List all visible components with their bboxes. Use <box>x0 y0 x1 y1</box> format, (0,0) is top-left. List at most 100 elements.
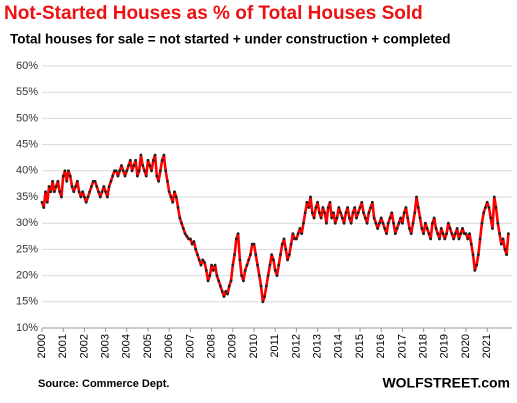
y-tick-label: 50% <box>16 112 38 124</box>
marker <box>491 227 494 230</box>
marker <box>372 216 376 220</box>
marker <box>328 200 332 204</box>
marker <box>208 274 212 277</box>
marker <box>190 242 194 246</box>
marker <box>484 206 487 209</box>
marker <box>340 216 344 220</box>
marker <box>203 261 206 264</box>
marker <box>356 211 360 215</box>
marker <box>284 248 288 251</box>
source: Source: Commerce Dept. <box>38 378 169 390</box>
marker <box>134 158 138 162</box>
marker <box>65 179 69 183</box>
marker <box>455 227 459 230</box>
marker <box>61 174 65 178</box>
marker <box>178 216 182 220</box>
marker <box>111 174 115 178</box>
marker <box>443 237 447 241</box>
marker <box>226 292 229 296</box>
marker <box>393 232 397 236</box>
marker <box>166 179 169 183</box>
marker <box>181 227 185 230</box>
marker <box>471 253 475 257</box>
marker <box>379 216 383 220</box>
marker <box>109 179 113 183</box>
marker <box>476 253 480 257</box>
marker <box>312 216 316 220</box>
marker <box>348 216 351 220</box>
marker <box>180 221 183 225</box>
marker <box>499 242 503 246</box>
marker <box>95 185 99 188</box>
marker <box>189 237 192 241</box>
marker <box>420 227 424 230</box>
marker <box>296 232 300 236</box>
marker <box>277 263 281 267</box>
marker <box>333 221 337 225</box>
marker <box>58 190 62 194</box>
marker <box>404 206 408 209</box>
marker <box>130 169 134 173</box>
marker <box>344 211 348 215</box>
marker <box>279 253 282 257</box>
marker <box>507 232 510 236</box>
marker <box>192 240 196 243</box>
watermark: WOLFSTREET.com <box>382 375 510 391</box>
marker <box>381 221 385 225</box>
marker <box>44 190 47 194</box>
marker <box>72 190 76 194</box>
marker <box>160 158 164 162</box>
marker <box>104 190 107 194</box>
marker <box>60 195 63 199</box>
marker <box>503 248 507 251</box>
marker <box>429 237 433 241</box>
marker <box>386 221 390 225</box>
x-tick-label: 2001 <box>57 334 69 358</box>
marker <box>210 263 214 267</box>
marker <box>390 211 394 215</box>
marker <box>473 268 477 272</box>
marker <box>402 211 406 215</box>
marker <box>321 206 325 209</box>
marker <box>139 153 143 157</box>
x-tick-label: 2008 <box>206 334 218 358</box>
marker <box>360 200 364 204</box>
marker <box>314 206 318 209</box>
marker <box>273 268 277 272</box>
marker <box>401 221 404 225</box>
marker <box>52 190 56 194</box>
marker <box>468 232 471 236</box>
marker <box>351 211 355 215</box>
marker <box>411 221 415 225</box>
marker <box>438 237 441 241</box>
marker <box>144 174 148 178</box>
marker <box>206 279 210 283</box>
marker <box>233 253 236 257</box>
marker <box>194 248 198 251</box>
marker <box>448 227 452 230</box>
marker <box>153 153 157 157</box>
marker <box>157 179 161 183</box>
marker <box>197 258 201 262</box>
marker <box>268 263 272 267</box>
marker <box>289 242 293 246</box>
marker <box>238 258 242 262</box>
x-tick-label: 2007 <box>184 334 196 358</box>
marker <box>369 206 372 209</box>
marker <box>102 185 106 188</box>
x-tick-label: 2004 <box>121 334 133 358</box>
marker <box>353 206 357 209</box>
marker <box>266 274 270 277</box>
marker <box>475 263 478 267</box>
marker <box>275 274 279 277</box>
marker <box>240 274 244 277</box>
marker <box>363 216 367 220</box>
marker <box>330 216 334 220</box>
y-tick-label: 30% <box>16 217 38 229</box>
x-tick-label: 2014 <box>333 334 345 358</box>
marker <box>280 242 284 246</box>
marker <box>47 185 51 188</box>
marker <box>243 268 247 272</box>
marker <box>335 216 339 220</box>
marker <box>385 232 388 236</box>
